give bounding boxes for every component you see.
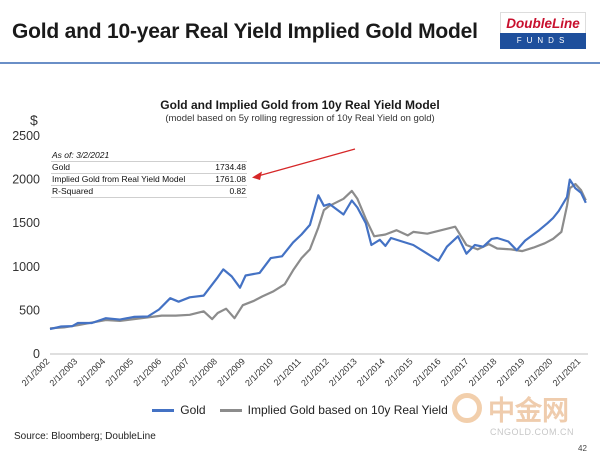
- legend-label-gold: Gold: [180, 403, 206, 417]
- stats-row-rsquared: R-Squared 0.82: [51, 186, 247, 198]
- watermark-ring-icon: [452, 393, 482, 423]
- watermark-text: 中金网: [488, 396, 569, 426]
- y-tick-label: 2500: [12, 129, 40, 143]
- stats-as-of-row: As of: 3/2/2021: [51, 150, 247, 162]
- y-tick-label: 1000: [12, 260, 40, 274]
- series-line-gold: [49, 178, 587, 331]
- annotation-arrow-head: [252, 171, 262, 180]
- x-tick-label: 2/1/2007: [159, 356, 191, 388]
- title-divider: [0, 62, 600, 64]
- x-tick-label: 2/1/2006: [131, 356, 163, 388]
- chart-subtitle: (model based on 5y rolling regression of…: [165, 113, 435, 124]
- stats-label: R-Squared: [52, 186, 94, 196]
- x-tick-label: 2/1/2015: [383, 356, 415, 388]
- x-tick-label: 2/1/2014: [355, 356, 387, 388]
- series-lines: [49, 178, 587, 331]
- y-tick-label: 1500: [12, 216, 40, 230]
- x-tick-label: 2/1/2005: [103, 356, 135, 388]
- logo-wordmark: DoubleLine: [500, 12, 586, 33]
- legend-item-gold: Gold: [152, 403, 206, 417]
- chart-title: Gold and Implied Gold from 10y Real Yiel…: [160, 98, 440, 112]
- legend-swatch-implied: [219, 408, 242, 412]
- stats-label: Implied Gold from Real Yield Model: [52, 174, 186, 184]
- x-tick-label: 2/1/2003: [48, 356, 80, 388]
- stats-row-gold: Gold 1734.48: [51, 162, 247, 174]
- annotations: [252, 148, 356, 180]
- stats-table: As of: 3/2/2021 Gold 1734.48 Implied Gol…: [51, 150, 247, 198]
- x-tick-label: 2/1/2011: [272, 356, 303, 387]
- watermark-domain: CNGOLD.COM.CN: [490, 427, 575, 437]
- x-tick-label: 2/1/2010: [243, 356, 275, 388]
- y-tick-label: 500: [19, 303, 40, 317]
- legend-item-implied: Implied Gold based on 10y Real Yield: [219, 403, 448, 417]
- stats-label: Gold: [52, 162, 70, 172]
- page-number: 42: [578, 444, 587, 453]
- stats-row-implied: Implied Gold from Real Yield Model 1761.…: [51, 174, 247, 186]
- legend-label-implied: Implied Gold based on 10y Real Yield: [247, 403, 448, 417]
- y-tick-label: 2000: [12, 173, 40, 187]
- y-axis-unit: $: [30, 112, 38, 128]
- series-line-implied: [49, 182, 587, 330]
- slide-title: Gold and 10-year Real Yield Implied Gold…: [12, 20, 478, 43]
- y-tick-label: 0: [33, 347, 40, 361]
- x-tick-label: 2/1/2008: [187, 356, 219, 388]
- watermark: 中金网 CNGOLD.COM.CN: [452, 383, 575, 443]
- x-tick-label: 2/1/2013: [327, 356, 359, 388]
- legend-swatch-gold: [152, 408, 175, 412]
- x-tick-label: 2/1/2002: [20, 356, 52, 388]
- x-tick-label: 2/1/2012: [299, 356, 331, 388]
- logo-funds: FUNDS: [500, 33, 586, 49]
- stats-value: 1761.08: [215, 174, 246, 184]
- source-note: Source: Bloomberg; DoubleLine: [14, 431, 156, 442]
- x-tick-label: 2/1/2009: [215, 356, 247, 388]
- annotation-arrow-line: [257, 148, 356, 177]
- x-tick-label: 2/1/2004: [75, 356, 107, 388]
- doubleline-logo: DoubleLine FUNDS: [500, 12, 586, 54]
- stats-as-of: As of: 3/2/2021: [52, 150, 110, 160]
- stats-value: 0.82: [229, 186, 246, 196]
- chart-legend: Gold Implied Gold based on 10y Real Yiel…: [0, 403, 600, 417]
- x-tick-label: 2/1/2016: [411, 356, 443, 388]
- stats-value: 1734.48: [215, 162, 246, 172]
